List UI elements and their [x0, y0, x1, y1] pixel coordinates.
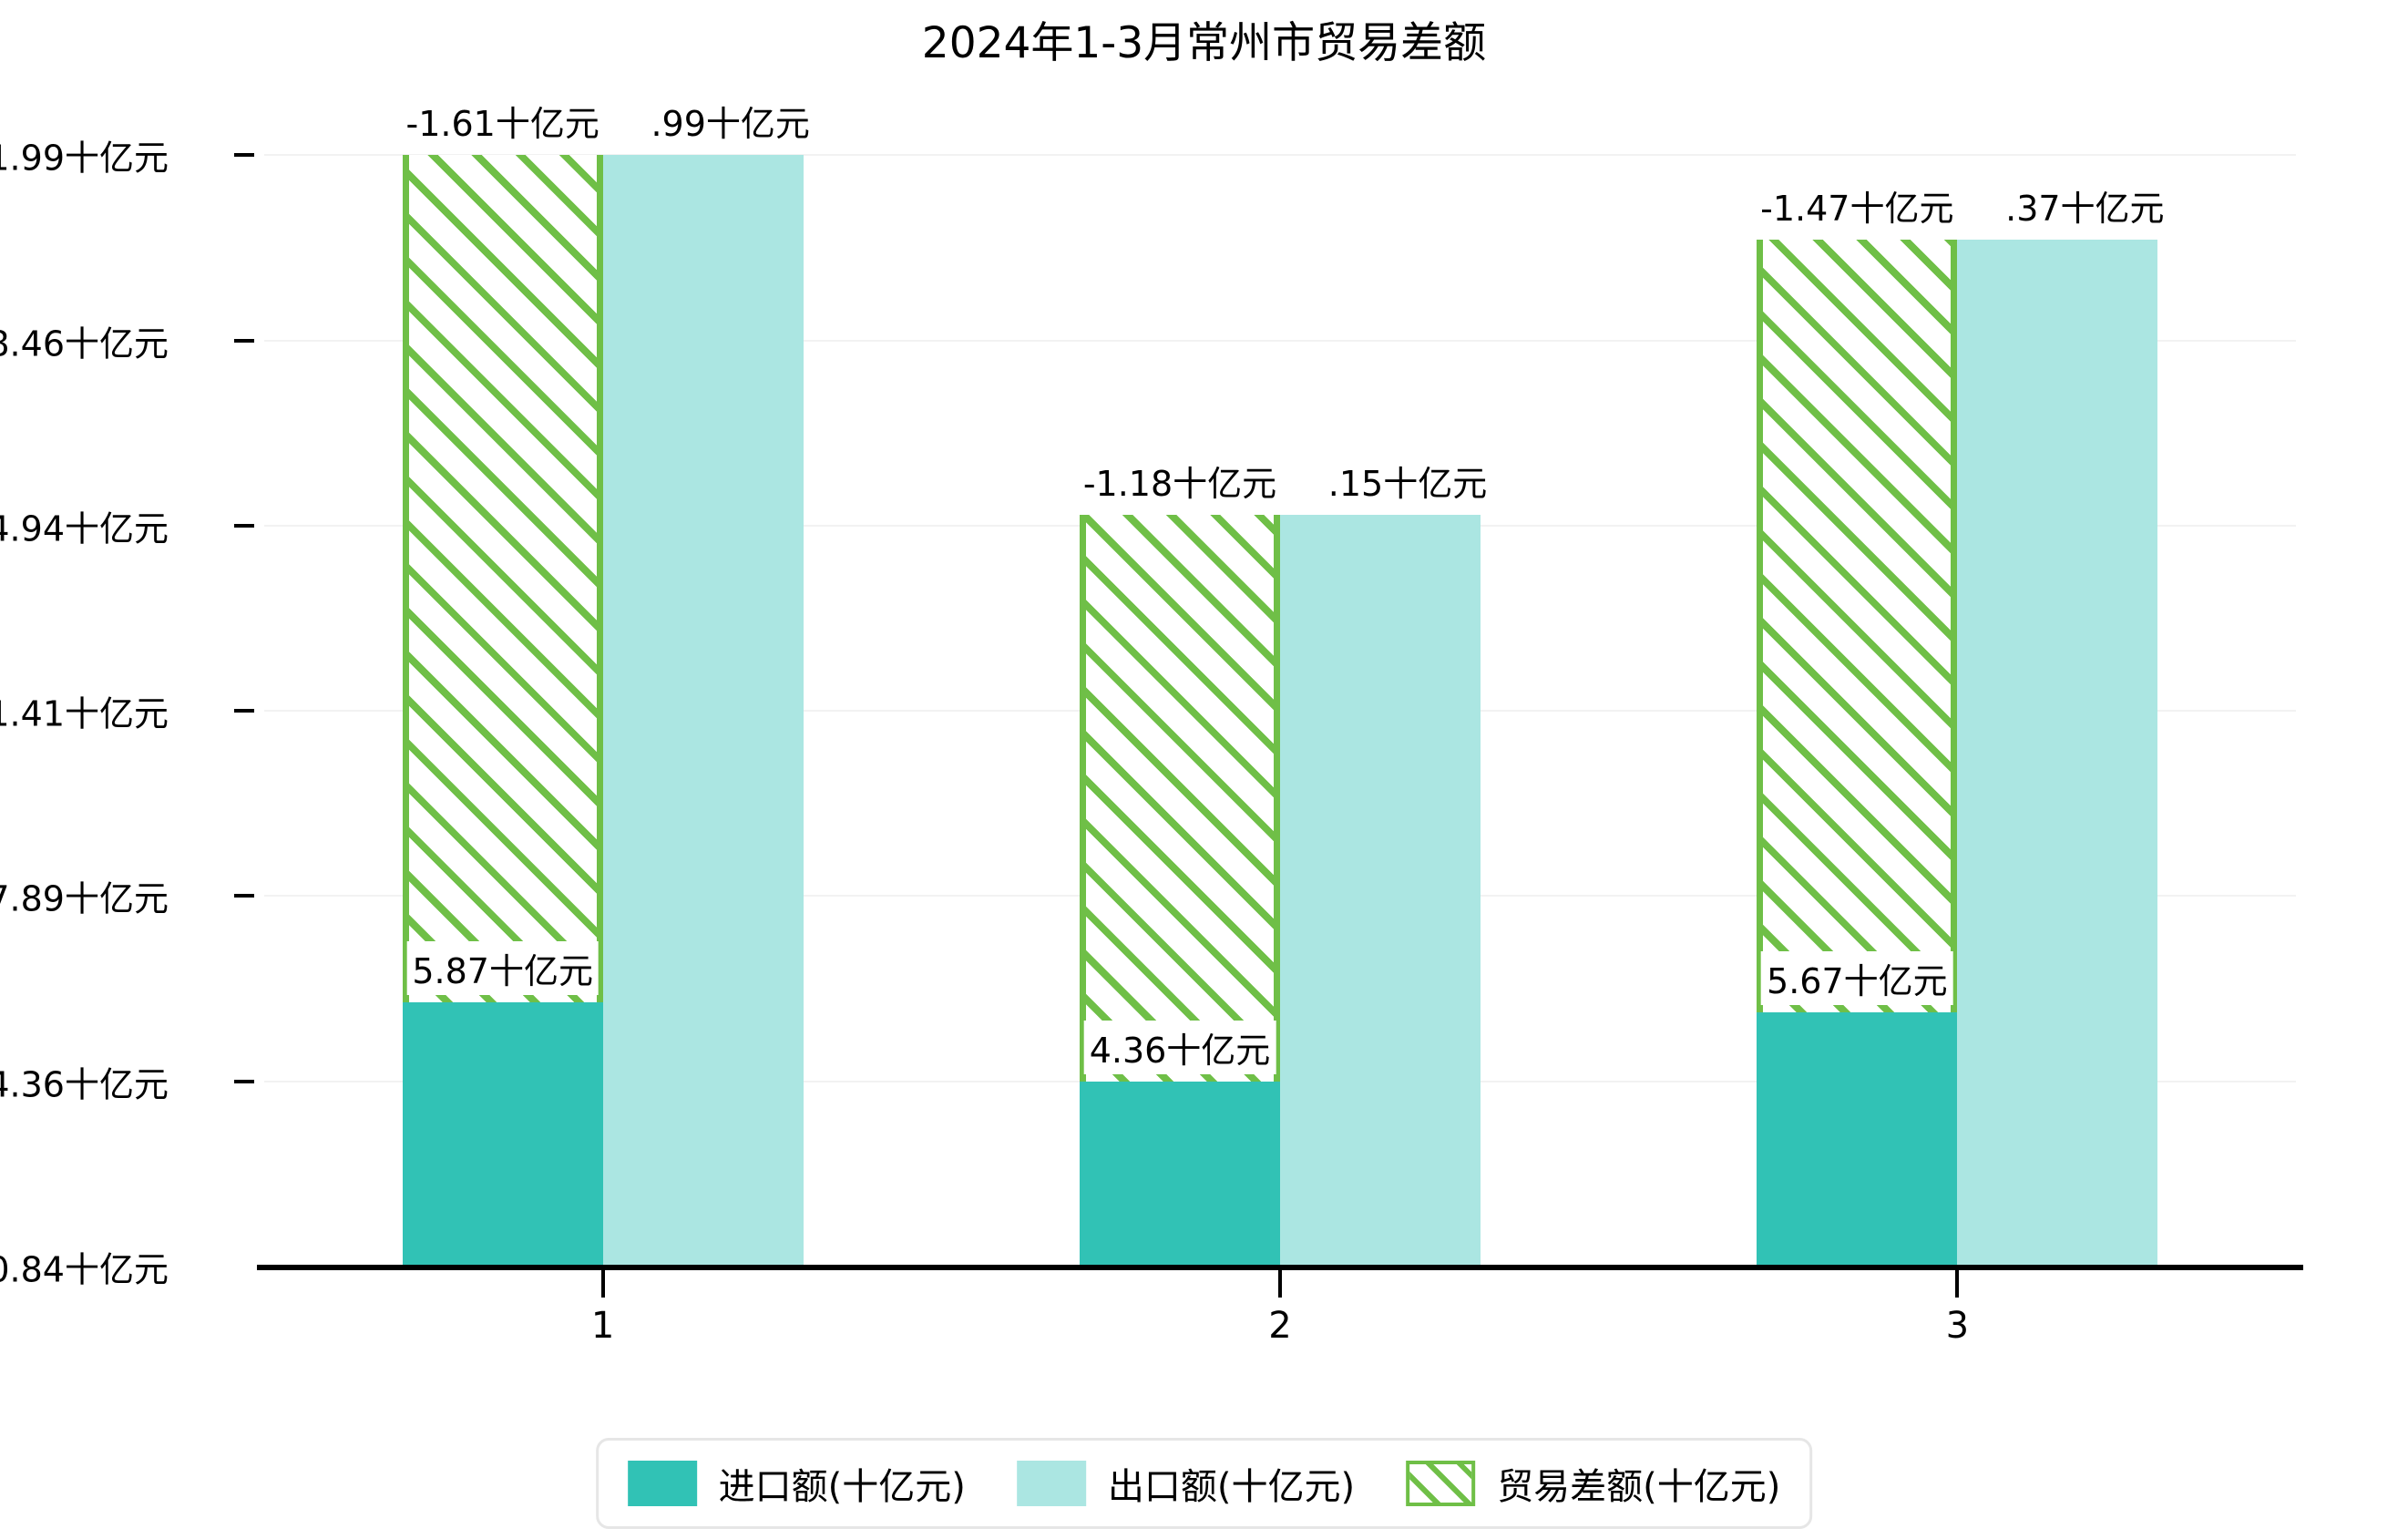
- y-axis-tick-label: 21.99十亿元: [0, 138, 169, 179]
- value-label-trade-balance: -1.18十亿元: [1077, 453, 1283, 508]
- x-axis-tick-label: 1: [590, 1305, 615, 1347]
- bar-import[interactable]: [402, 1001, 603, 1267]
- value-label-export: .15十亿元: [1322, 453, 1493, 508]
- x-axis-tick-mark: [600, 1270, 605, 1298]
- y-axis-tick-label: 18.46十亿元: [0, 323, 169, 364]
- value-label-import: 5.87十亿元: [406, 940, 599, 995]
- value-label-export: .99十亿元: [645, 94, 815, 148]
- bar-export[interactable]: [1957, 240, 2158, 1267]
- x-axis-tick-mark: [1955, 1270, 1960, 1298]
- x-axis-tick-label: 2: [1268, 1305, 1292, 1347]
- gridline: [264, 154, 2296, 156]
- legend-item-trade-balance[interactable]: 贸易差额(十亿元): [1406, 1457, 1780, 1510]
- y-axis-tick-label: 7.89十亿元: [0, 878, 169, 919]
- legend-item-export[interactable]: 出口额(十亿元): [1016, 1457, 1356, 1510]
- y-axis-tick-label: 11.41十亿元: [0, 693, 169, 734]
- y-axis-tick-label: 14.94十亿元: [0, 508, 169, 549]
- x-axis-tick-mark: [1278, 1270, 1282, 1298]
- y-axis-tick-mark: [234, 894, 254, 898]
- y-axis-tick-mark: [234, 1079, 254, 1083]
- bar-trade-balance[interactable]: [1080, 514, 1280, 1082]
- chart-title: 2024年1-3月常州市贸易差额: [921, 18, 1487, 68]
- value-label-trade-balance: -1.47十亿元: [1755, 179, 1960, 233]
- legend-label-export: 出口额(十亿元): [1107, 1466, 1356, 1508]
- bar-import[interactable]: [1757, 1012, 1958, 1267]
- bar-export[interactable]: [602, 155, 804, 1267]
- value-label-import: 4.36十亿元: [1083, 1020, 1276, 1074]
- chart-legend: 进口额(十亿元) 出口额(十亿元) 贸易差额(十亿元): [595, 1438, 1813, 1529]
- value-label-export: .37十亿元: [2000, 179, 2170, 233]
- legend-label-import: 进口额(十亿元): [718, 1466, 966, 1508]
- legend-swatch-export-icon: [1016, 1461, 1086, 1506]
- bar-import[interactable]: [1080, 1081, 1280, 1267]
- y-axis-tick-label: 4.36十亿元: [0, 1064, 169, 1105]
- gridline: [264, 339, 2296, 342]
- value-label-import: 5.67十亿元: [1761, 951, 1953, 1006]
- legend-item-import[interactable]: 进口额(十亿元): [627, 1457, 966, 1510]
- bar-export[interactable]: [1280, 514, 1481, 1267]
- value-label-trade-balance: -1.61十亿元: [400, 94, 605, 148]
- y-axis-tick-label: 0.84十亿元: [0, 1249, 169, 1290]
- y-axis-tick-mark: [234, 338, 254, 343]
- legend-swatch-import-icon: [627, 1461, 697, 1506]
- bar-trade-balance[interactable]: [1757, 240, 1958, 1013]
- y-axis-tick-mark: [234, 153, 254, 157]
- x-axis-tick-label: 3: [1945, 1305, 1970, 1347]
- legend-label-trade-balance: 贸易差额(十亿元): [1497, 1466, 1781, 1508]
- y-axis-tick-mark: [234, 709, 254, 713]
- y-axis-tick-mark: [234, 523, 254, 528]
- x-axis-line: [257, 1265, 2303, 1270]
- bar-trade-balance[interactable]: [402, 155, 603, 1002]
- legend-swatch-trade-balance-icon: [1406, 1461, 1476, 1506]
